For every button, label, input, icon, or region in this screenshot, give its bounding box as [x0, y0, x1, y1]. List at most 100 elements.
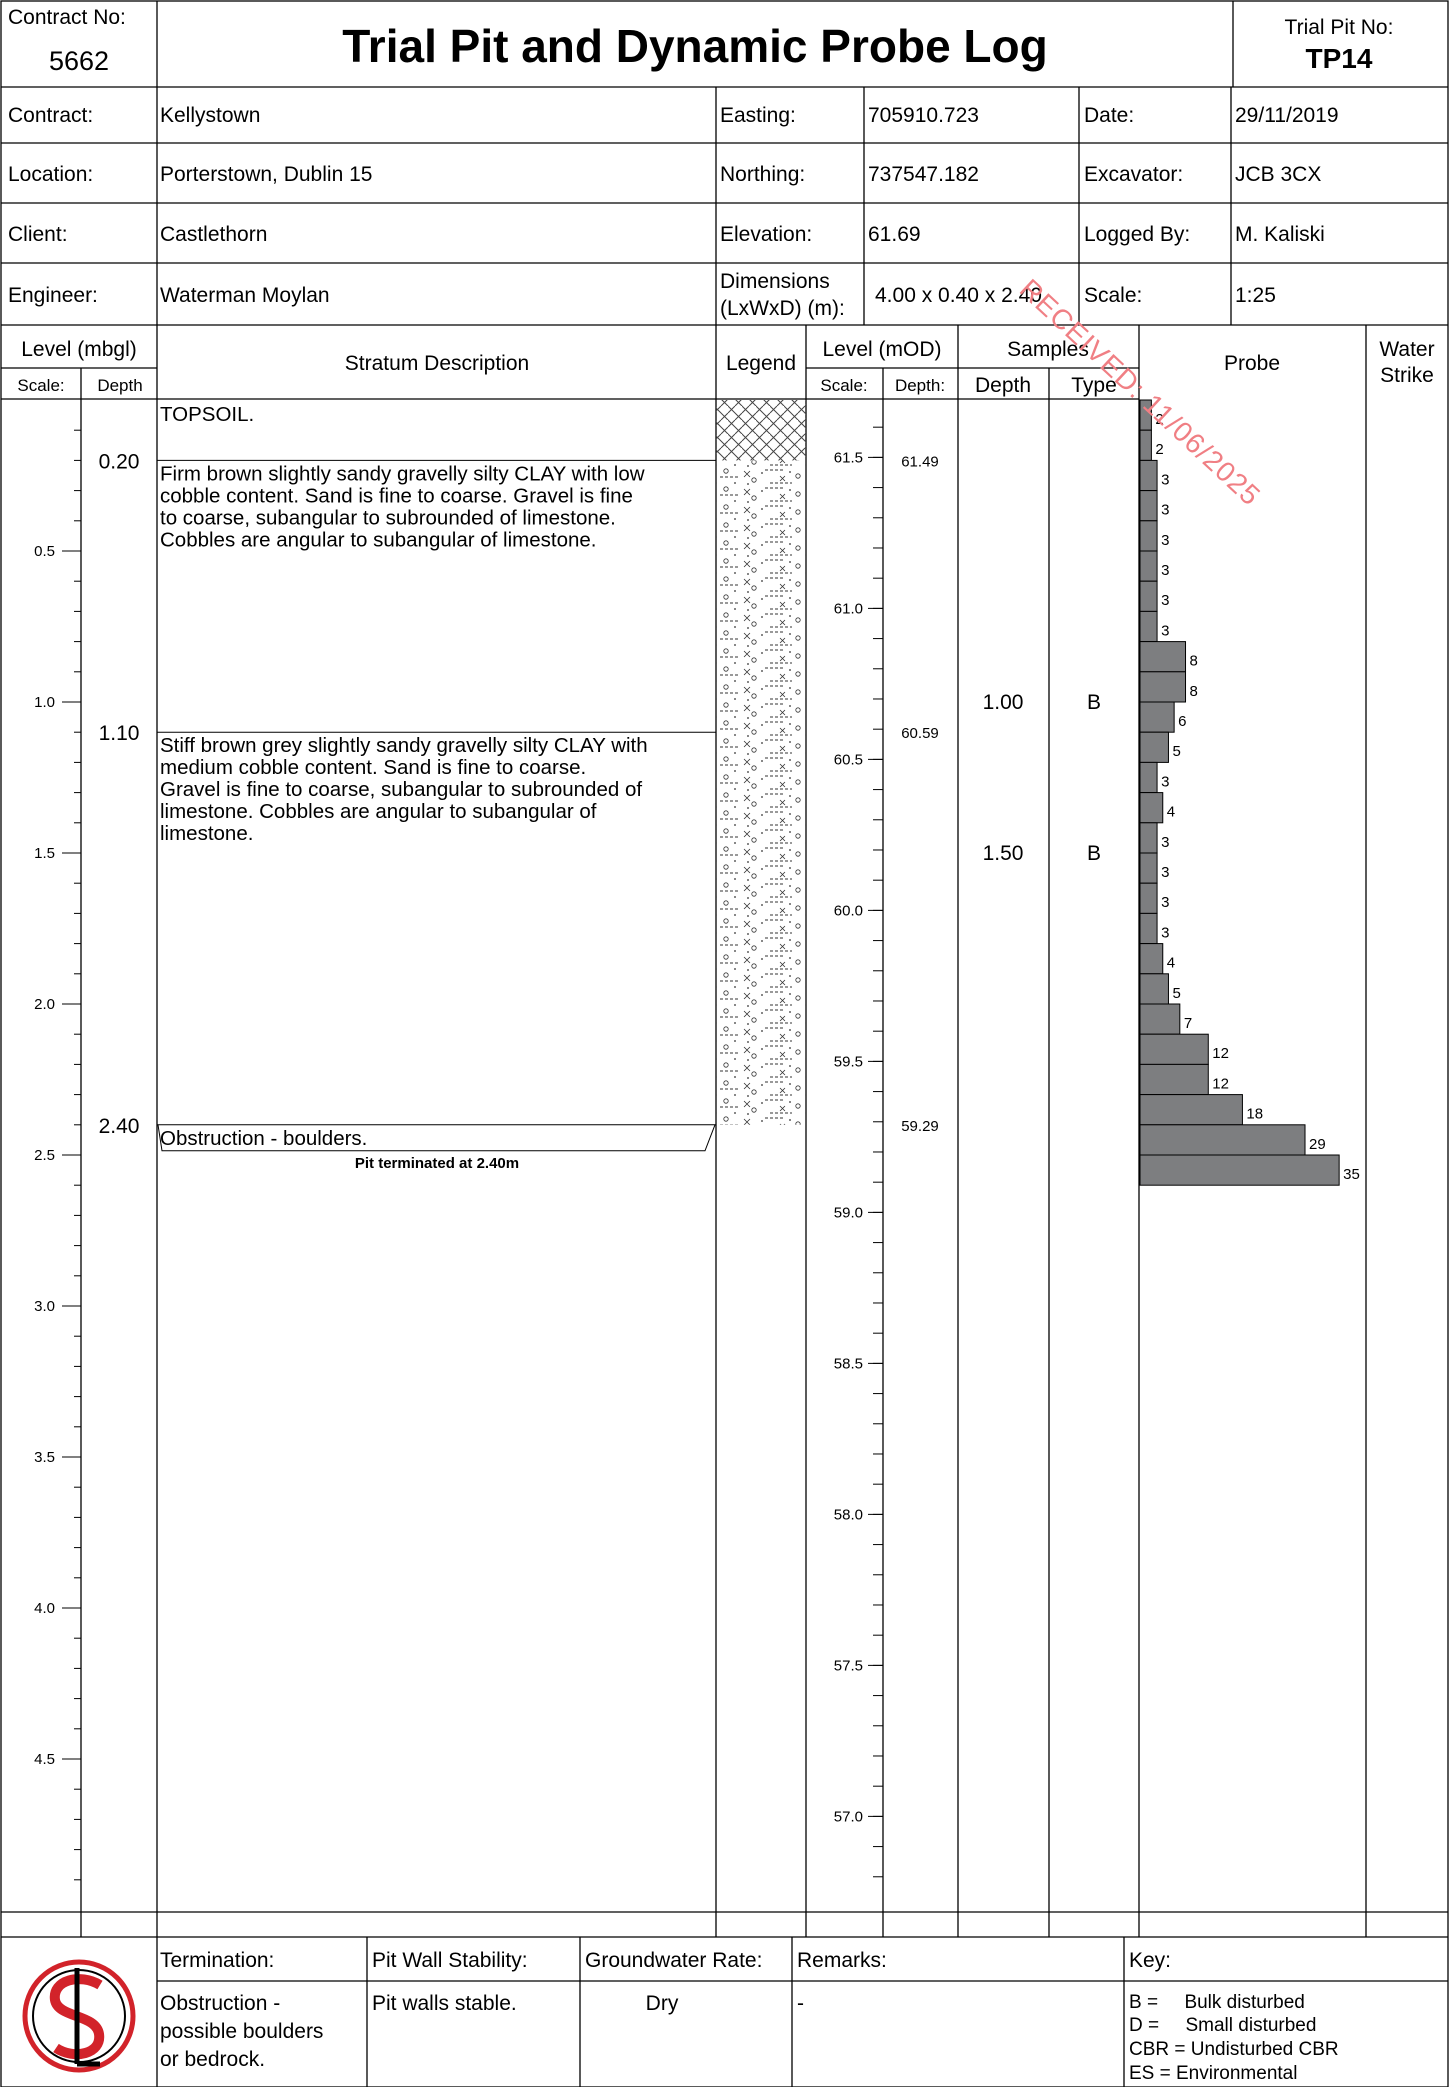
date-label: Date: — [1084, 104, 1134, 127]
company-logo — [22, 1959, 136, 2073]
remarks-label: Remarks: — [797, 1949, 887, 1972]
contract-label: Contract: — [8, 104, 93, 127]
excavator-label: Excavator: — [1084, 163, 1183, 186]
probe-bar — [1139, 490, 1158, 522]
level-scale-label: 58.0 — [834, 1506, 863, 1523]
legend-clay — [716, 460, 806, 733]
probe-bar — [1139, 1154, 1340, 1186]
probe-value: 5 — [1172, 743, 1180, 760]
depth-scale-label: 0.5 — [34, 543, 55, 560]
level-scale-label: 59.0 — [834, 1204, 863, 1221]
client-label: Client: — [8, 223, 68, 246]
northing-value: 737547.182 — [868, 163, 979, 186]
probe-bar — [1139, 882, 1158, 914]
probe-bar — [1139, 1094, 1243, 1126]
probe-value: 4 — [1167, 955, 1175, 972]
level-scale-label: 57.0 — [834, 1808, 863, 1825]
depth-heading: Depth — [97, 376, 142, 395]
dimensions-label-units: (LxWxD) (m): — [720, 297, 845, 320]
termination-line-2: possible boulders — [160, 2020, 323, 2043]
stratum-description-line: limestone. Cobbles are angular to subang… — [160, 800, 597, 823]
level-scale-label: 60.5 — [834, 751, 863, 768]
probe-value: 3 — [1161, 502, 1169, 519]
legend-clay — [716, 732, 806, 1125]
depth-scale-label: 1.0 — [34, 694, 55, 711]
probe-bar — [1139, 973, 1169, 1005]
level-scale-heading: Scale: — [820, 376, 867, 395]
probe-value: 12 — [1212, 1045, 1229, 1062]
probe-bar — [1139, 429, 1152, 461]
probe-value: 3 — [1161, 592, 1169, 609]
stratum-description-line: Gravel is fine to coarse, subangular to … — [160, 778, 642, 801]
stratum-description-line: Stiff brown grey slightly sandy gravelly… — [160, 734, 648, 757]
client-value: Castlethorn — [160, 223, 267, 246]
easting-value: 705910.723 — [868, 104, 979, 127]
termination-line-3: or bedrock. — [160, 2048, 265, 2071]
probe-value: 3 — [1161, 894, 1169, 911]
stability-value: Pit walls stable. — [372, 1992, 517, 2015]
probe-bar — [1139, 520, 1158, 552]
easting-label: Easting: — [720, 104, 796, 127]
probe-value: 8 — [1190, 683, 1198, 700]
date-value: 29/11/2019 — [1235, 104, 1339, 127]
location-value: Porterstown, Dublin 15 — [160, 163, 372, 186]
stratum-description-line: medium cobble content. Sand is fine to c… — [160, 756, 586, 779]
strata: TOPSOIL. 0.20 61.49 Firm brown slightly san… — [99, 400, 939, 1152]
dimensions-value: 4.00 x 0.40 x 2.40 — [875, 284, 1042, 307]
probe-value: 3 — [1161, 864, 1169, 881]
stratum-description-line: TOPSOIL. — [160, 403, 254, 426]
stratum-level: 61.49 — [901, 453, 939, 470]
engineer-label: Engineer: — [8, 284, 98, 307]
trial-pit-no-value: TP14 — [1306, 43, 1373, 74]
level-depth-heading: Depth: — [895, 376, 945, 395]
depth-scale-label: 3.0 — [34, 1298, 55, 1315]
level-scale-label: 61.5 — [834, 449, 863, 466]
groundwater-label: Groundwater Rate: — [585, 1949, 762, 1972]
level-scale-label: 60.0 — [834, 902, 863, 919]
legend-heading: Legend — [726, 352, 796, 375]
probe-bar — [1139, 852, 1158, 884]
key-label: Key: — [1129, 1949, 1171, 1972]
probe-bar — [1139, 1063, 1209, 1096]
depth-scale-label: 4.0 — [34, 1600, 55, 1617]
dimensions-label: Dimensions — [720, 270, 830, 293]
location-label: Location: — [8, 163, 93, 186]
probe-value: 35 — [1343, 1166, 1360, 1183]
stratum-heading: Stratum Description — [345, 352, 529, 375]
contract-value: Kellystown — [160, 104, 260, 127]
probe-value: 3 — [1161, 471, 1169, 488]
probe-bar — [1139, 550, 1158, 582]
stratum-level: 60.59 — [901, 725, 939, 742]
probe-value: 5 — [1172, 985, 1180, 1002]
probe-value: 6 — [1178, 713, 1186, 730]
stratum-description-line: to coarse, subangular to subrounded of l… — [160, 506, 616, 529]
strike-heading: Strike — [1380, 364, 1434, 387]
stratum-depth: 1.10 — [99, 722, 140, 745]
level-mbgl-heading: Level (mbgl) — [21, 338, 137, 361]
probe-chart: 02233333388653433334571212182935 — [1139, 399, 1360, 1186]
scale-value: 1:25 — [1235, 284, 1276, 307]
probe-value: 3 — [1161, 773, 1169, 790]
trial-pit-no-label: Trial Pit No: — [1285, 16, 1394, 39]
probe-value: 3 — [1161, 622, 1169, 639]
stratum-description-line: limestone. — [160, 822, 253, 845]
probe-bar — [1139, 610, 1158, 643]
key-item-cbr: CBR = Undisturbed CBR — [1129, 2039, 1339, 2060]
level-scale-label: 59.5 — [834, 1053, 863, 1070]
probe-value: 3 — [1161, 924, 1169, 941]
stratum-description-line: Obstruction - boulders. — [160, 1127, 367, 1150]
stability-label: Pit Wall Stability: — [372, 1949, 528, 1972]
probe-value: 12 — [1212, 1075, 1229, 1092]
depth-scale-label: 3.5 — [34, 1449, 55, 1466]
stratum-depth: 2.40 — [99, 1115, 140, 1138]
termination-label: Termination: — [160, 1949, 274, 1972]
probe-value: 18 — [1246, 1106, 1263, 1123]
key-item-d: D = Small disturbed — [1129, 2015, 1316, 2036]
remarks-value: - — [797, 1992, 804, 2015]
level-scale-label: 57.5 — [834, 1657, 863, 1674]
scale-label: Scale: — [1084, 284, 1142, 307]
probe-bar — [1139, 671, 1187, 703]
probe-bar — [1139, 912, 1158, 945]
sample-depth: 1.50 — [983, 842, 1024, 865]
